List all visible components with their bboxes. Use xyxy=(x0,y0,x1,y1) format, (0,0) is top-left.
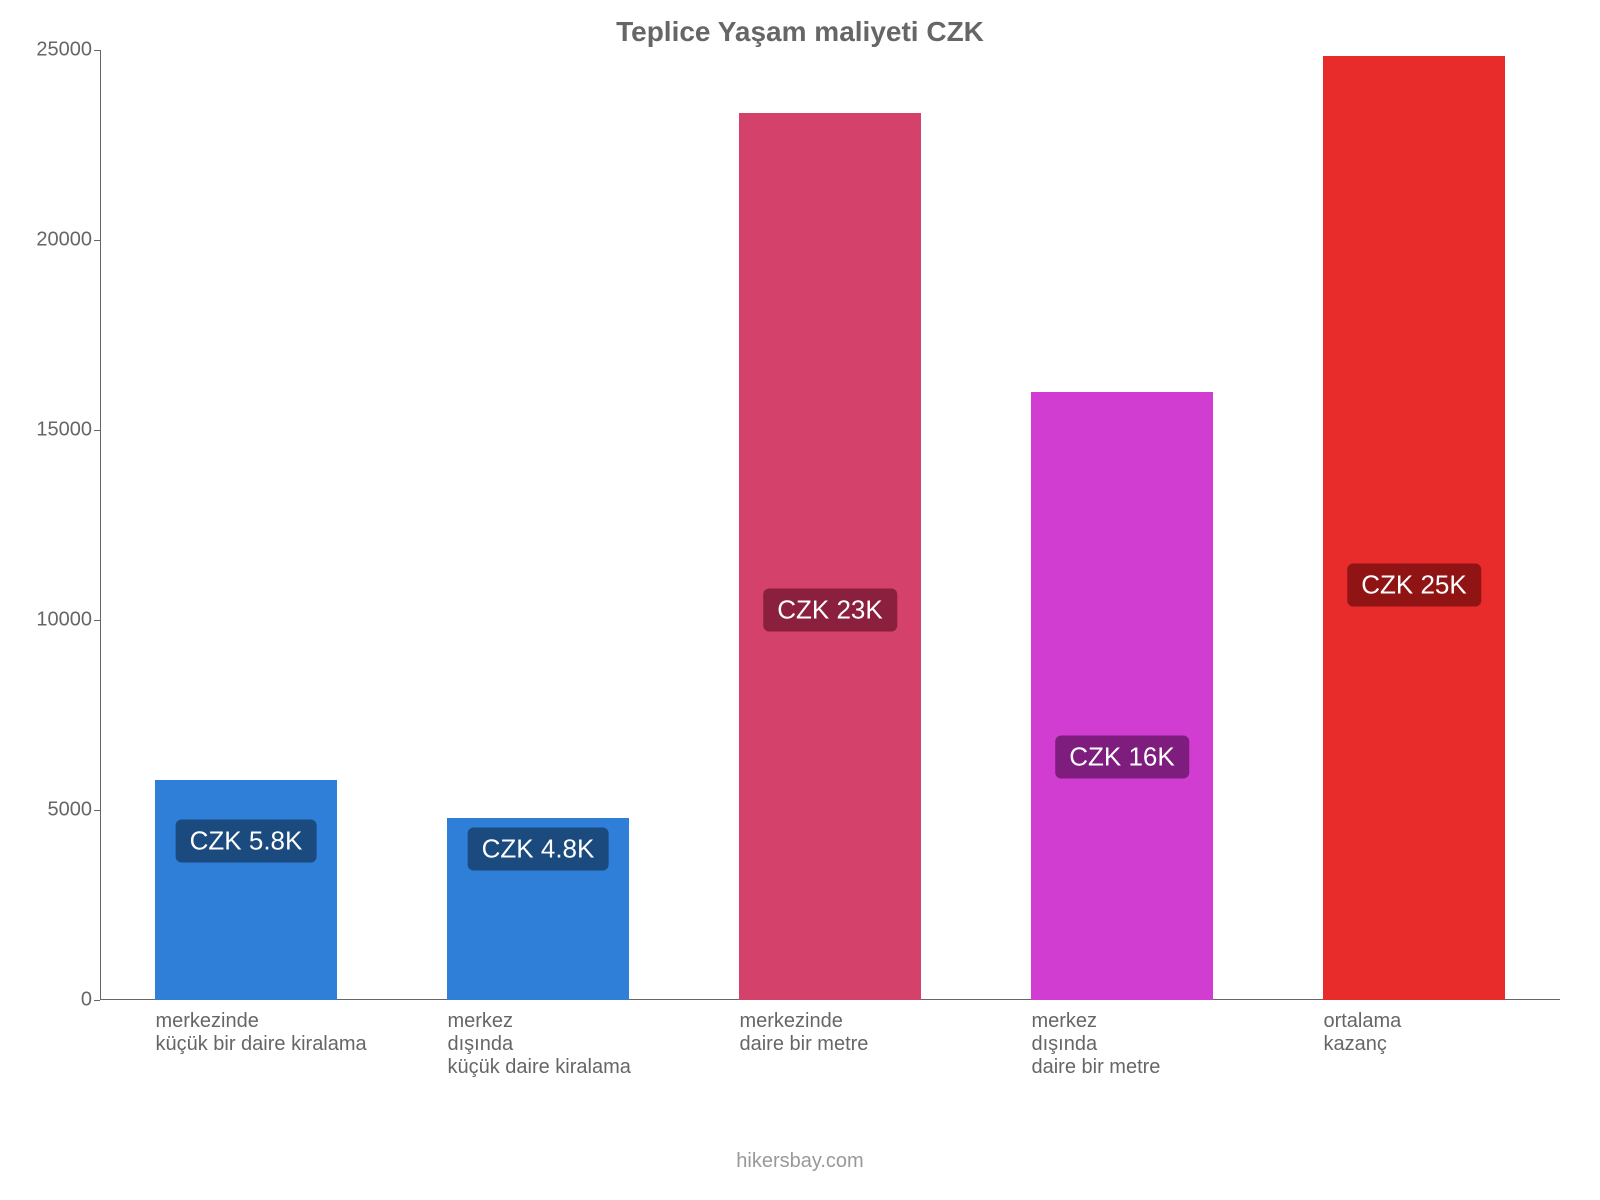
ytick-label: 0 xyxy=(81,989,100,1012)
bar-value-badge: CZK 16K xyxy=(1055,735,1189,778)
footer-attribution: hikersbay.com xyxy=(0,1150,1600,1173)
bar xyxy=(739,113,920,1000)
xtick-label: merkezinde küçük bir daire kiralama xyxy=(155,1000,376,1056)
xtick-label: merkezinde daire bir metre xyxy=(739,1000,960,1056)
bar-value-badge: CZK 5.8K xyxy=(176,820,317,863)
chart-title: Teplice Yaşam maliyeti CZK xyxy=(0,16,1600,48)
xtick-label: ortalama kazanç xyxy=(1323,1000,1544,1056)
bar-value-badge: CZK 23K xyxy=(763,588,897,631)
bar-value-badge: CZK 25K xyxy=(1347,563,1481,606)
plot-area: 0500010000150002000025000CZK 5.8Kmerkezi… xyxy=(100,50,1560,1000)
bar xyxy=(1323,56,1504,1000)
bar xyxy=(155,780,336,1000)
xtick-label: merkez dışında küçük daire kiralama xyxy=(447,1000,668,1079)
ytick-label: 25000 xyxy=(36,39,100,62)
ytick-label: 15000 xyxy=(36,419,100,442)
ytick-label: 20000 xyxy=(36,229,100,252)
xtick-label: merkez dışında daire bir metre xyxy=(1031,1000,1252,1079)
bar xyxy=(1031,392,1212,1000)
bar-value-badge: CZK 4.8K xyxy=(468,827,609,870)
y-axis-line xyxy=(100,50,101,1000)
ytick-label: 5000 xyxy=(48,799,101,822)
ytick-label: 10000 xyxy=(36,609,100,632)
chart-container: Teplice Yaşam maliyeti CZK 0500010000150… xyxy=(0,0,1600,1200)
